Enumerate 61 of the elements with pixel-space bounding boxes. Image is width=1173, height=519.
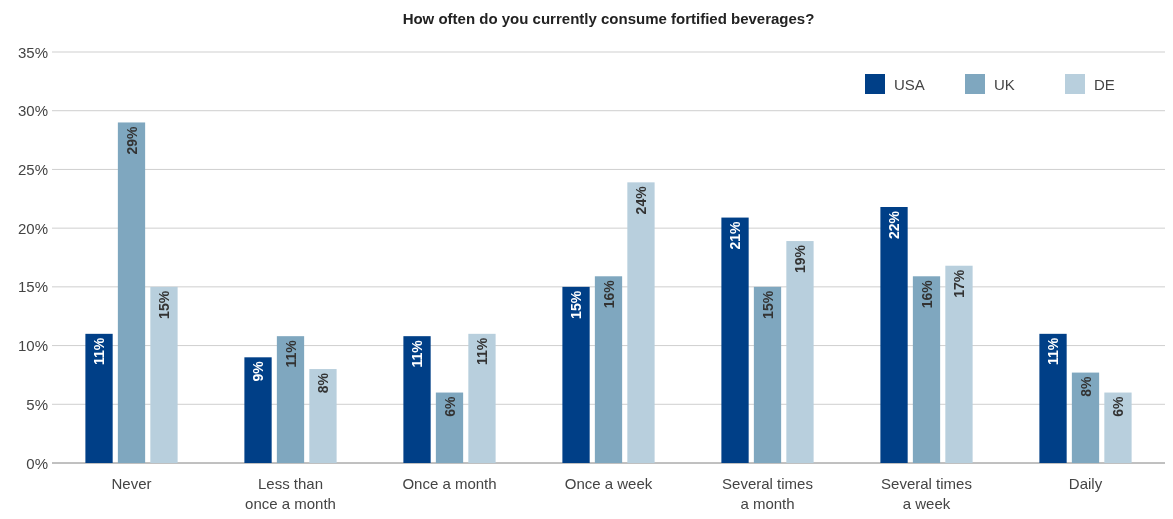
data-label: 11% <box>409 339 426 368</box>
legend-label: USA <box>894 75 925 93</box>
bar <box>150 286 178 463</box>
data-label: 15% <box>759 290 776 319</box>
bar <box>85 333 113 463</box>
bar <box>468 333 496 463</box>
bar <box>627 182 655 463</box>
data-label: 9% <box>250 360 267 382</box>
legend-label: UK <box>994 75 1015 93</box>
bar <box>403 336 431 463</box>
bar <box>1039 333 1067 463</box>
y-tick-label: 0% <box>26 454 48 472</box>
bar <box>244 357 272 463</box>
x-tick-label: Less than once a month <box>245 475 336 512</box>
data-label: 11% <box>282 339 299 368</box>
data-label: 11% <box>473 337 490 366</box>
bar <box>276 336 305 463</box>
data-label: 8% <box>1077 376 1094 397</box>
data-label: 6% <box>441 395 458 417</box>
data-label: 19% <box>791 244 808 274</box>
x-tick-label: Daily <box>1068 475 1103 492</box>
data-label: 15% <box>155 290 172 319</box>
y-tick-label: 25% <box>17 160 48 178</box>
bar <box>880 207 908 463</box>
data-label: 17% <box>950 269 967 298</box>
x-tick-label: Several times a week <box>881 475 972 512</box>
x-tick-label: Several times a month <box>722 475 813 512</box>
legend-label: DE <box>1094 75 1115 93</box>
x-tick-label: Once a month <box>402 475 497 492</box>
data-label: 8% <box>314 372 331 394</box>
bar <box>753 286 782 463</box>
data-label: 22% <box>886 210 903 240</box>
bar <box>594 276 623 463</box>
x-tick-label: Once a week <box>564 475 653 492</box>
bar <box>786 241 814 463</box>
y-tick-label: 15% <box>17 278 48 296</box>
bar <box>945 265 973 463</box>
bar <box>912 276 941 463</box>
x-tick-label: Never <box>111 475 152 492</box>
bar <box>562 286 590 463</box>
y-tick-label: 20% <box>17 219 48 237</box>
bar <box>117 122 146 463</box>
data-label: 16% <box>600 279 617 309</box>
y-tick-label: 10% <box>17 337 48 355</box>
data-label: 24% <box>632 185 649 215</box>
data-label: 11% <box>91 337 108 366</box>
data-label: 16% <box>918 279 935 309</box>
data-label: 11% <box>1045 337 1062 366</box>
data-label: 15% <box>568 290 585 319</box>
bar <box>435 392 464 463</box>
y-tick-label: 5% <box>26 395 48 413</box>
y-tick-label: 30% <box>17 102 48 120</box>
data-label: 29% <box>123 125 140 155</box>
bar <box>309 369 337 463</box>
y-tick-label: 35% <box>17 43 48 61</box>
data-label: 6% <box>1109 395 1126 417</box>
data-label: 21% <box>727 221 744 250</box>
bar <box>1071 372 1100 463</box>
bar <box>1104 392 1132 463</box>
bar <box>721 217 749 463</box>
chart-title: How often do you currently consume fortified beverages? <box>402 10 815 27</box>
